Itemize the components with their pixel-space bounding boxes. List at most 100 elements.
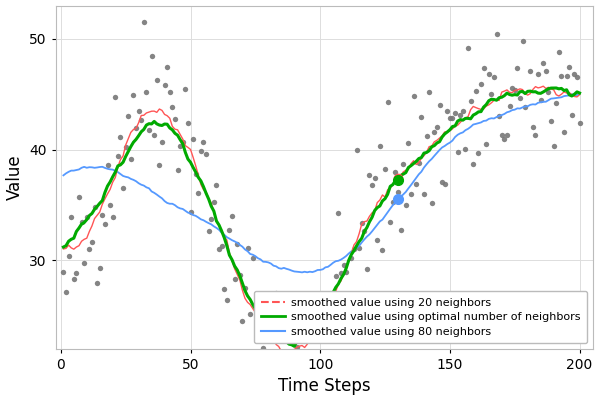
Point (98, 212, 107, 218)
Point (183, 120, 193, 127)
Point (373, 237, 382, 243)
Point (565, 64, 574, 70)
Point (274, 369, 284, 375)
Point (116, 134, 125, 140)
Point (287, 371, 296, 377)
Point (227, 213, 237, 219)
Point (385, 219, 395, 225)
Point (269, 331, 278, 337)
Point (261, 333, 271, 339)
Point (300, 354, 310, 360)
Point (469, 161, 478, 167)
Point (191, 170, 200, 177)
Point (416, 114, 426, 120)
Point (320, 326, 330, 332)
Point (526, 67, 535, 74)
Point (128, 91, 138, 98)
Point (339, 261, 349, 268)
Point (440, 180, 449, 187)
Point (284, 338, 294, 344)
Point (401, 202, 410, 208)
Point (528, 124, 538, 131)
Point (508, 85, 517, 92)
Point (144, 127, 154, 134)
Point (409, 92, 418, 99)
Point (126, 156, 136, 162)
Point (61, 288, 71, 295)
Point (201, 151, 211, 158)
Point (355, 245, 364, 251)
Point (365, 172, 374, 178)
Point (230, 275, 239, 282)
Point (313, 324, 322, 330)
Point (279, 370, 289, 376)
Point (173, 166, 182, 173)
Point (235, 272, 245, 278)
Point (149, 132, 159, 138)
Point (541, 68, 551, 75)
Point (481, 141, 491, 147)
Point (71, 270, 81, 277)
Point (362, 266, 371, 273)
Point (404, 139, 413, 146)
Point (344, 334, 353, 340)
Point (295, 308, 304, 315)
Point (217, 243, 226, 249)
Point (163, 63, 172, 70)
Point (222, 297, 232, 304)
Point (147, 53, 157, 59)
Point (124, 113, 133, 119)
Point (492, 31, 502, 37)
Point (328, 300, 338, 307)
Point (505, 103, 514, 109)
Point (412, 180, 421, 187)
Point (209, 198, 218, 205)
Point (424, 89, 434, 95)
Point (199, 139, 208, 146)
Point (383, 99, 392, 106)
Point (489, 74, 499, 80)
Point (575, 120, 584, 126)
Point (204, 228, 214, 234)
Point (297, 371, 307, 378)
Point (359, 227, 369, 234)
Point (487, 91, 496, 97)
Point (248, 255, 257, 261)
Point (79, 260, 89, 267)
Point (427, 200, 437, 206)
Point (334, 210, 343, 216)
Point (326, 330, 335, 337)
Point (430, 129, 439, 135)
Point (85, 246, 94, 252)
Point (74, 194, 84, 200)
Point (422, 132, 431, 139)
Point (377, 247, 387, 253)
Point (82, 214, 92, 221)
Point (435, 102, 445, 108)
Point (549, 142, 559, 149)
Point (289, 329, 299, 336)
Point (448, 115, 457, 122)
Point (538, 60, 548, 66)
Point (502, 132, 512, 138)
Point (310, 318, 320, 324)
Point (567, 112, 577, 119)
Legend: smoothed value using 20 neighbors, smoothed value using optimal number of neighb: smoothed value using 20 neighbors, smoot… (254, 291, 587, 343)
Point (214, 246, 224, 253)
Point (437, 179, 447, 185)
Point (458, 108, 467, 115)
Point (134, 108, 143, 115)
Point (196, 147, 206, 154)
Point (530, 132, 540, 138)
Point (370, 175, 379, 182)
Point (323, 318, 333, 324)
Point (510, 87, 520, 93)
Point (533, 70, 543, 77)
Point (476, 81, 486, 87)
Point (484, 71, 494, 77)
Point (396, 227, 406, 233)
Point (212, 182, 221, 188)
Point (188, 135, 198, 142)
Point (292, 344, 302, 350)
Point (375, 142, 385, 149)
